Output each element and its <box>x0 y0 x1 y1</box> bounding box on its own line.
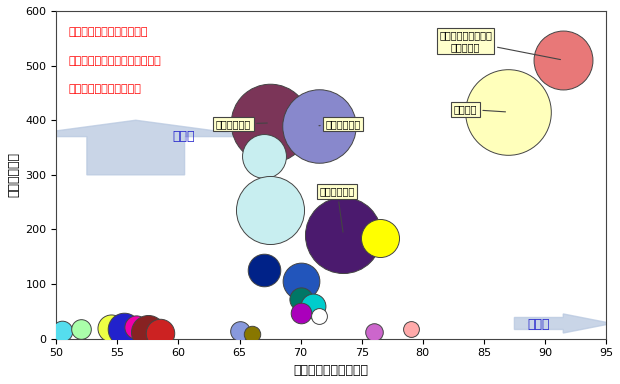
Point <box>369 329 379 335</box>
Y-axis label: 権利者スコア: 権利者スコア <box>7 152 20 197</box>
Point <box>375 235 385 241</box>
Point <box>308 303 318 309</box>
Text: ヤマハ発動機: ヤマハ発動機 <box>320 186 355 232</box>
Point <box>234 328 244 334</box>
Point <box>259 267 269 273</box>
Point <box>118 326 128 332</box>
Point <box>296 310 306 316</box>
Point <box>296 278 306 285</box>
Point <box>107 325 117 331</box>
Text: トヨタ自動車: トヨタ自動車 <box>319 119 361 129</box>
Point <box>314 122 324 129</box>
Point <box>405 326 415 332</box>
FancyArrow shape <box>14 120 258 175</box>
Point <box>76 326 86 332</box>
Point <box>131 324 141 330</box>
Text: 個別力: 個別力 <box>528 318 550 331</box>
Point <box>558 57 568 63</box>
FancyArrow shape <box>515 314 612 333</box>
Point <box>247 331 257 337</box>
Text: 本田技研工業: 本田技研工業 <box>216 119 267 129</box>
Text: 横軸（最高値）：個別力: 横軸（最高値）：個別力 <box>69 84 141 94</box>
Point <box>503 109 513 115</box>
Point <box>314 313 324 319</box>
Point <box>339 232 348 238</box>
X-axis label: パテントスコア最高値: パテントスコア最高値 <box>294 364 369 377</box>
Text: デンソー: デンソー <box>454 104 505 114</box>
Text: 日立オートモティブ
システムズ: 日立オートモティブ システムズ <box>439 30 560 60</box>
Point <box>143 329 153 335</box>
Point <box>265 120 275 126</box>
Point <box>155 330 165 336</box>
Point <box>296 296 306 303</box>
Point <box>259 153 269 159</box>
Text: 縦軸（権利者スコア）：総合力: 縦軸（権利者スコア）：総合力 <box>69 56 161 66</box>
Text: 円の大きさ：有効特許件数: 円の大きさ：有効特許件数 <box>69 27 148 37</box>
Point <box>58 328 68 334</box>
Point <box>265 207 275 214</box>
Text: 総合力: 総合力 <box>172 130 195 143</box>
